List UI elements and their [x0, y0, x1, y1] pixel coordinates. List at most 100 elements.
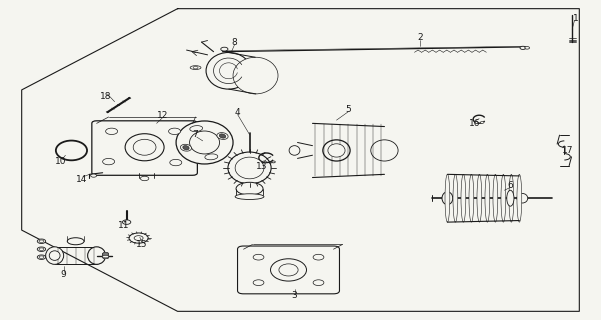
Ellipse shape [517, 194, 528, 203]
Circle shape [91, 174, 97, 177]
Ellipse shape [233, 57, 278, 94]
Ellipse shape [37, 247, 46, 252]
Ellipse shape [217, 132, 228, 140]
Ellipse shape [37, 255, 46, 260]
Ellipse shape [129, 233, 148, 243]
Circle shape [272, 161, 275, 163]
Circle shape [520, 46, 526, 50]
Ellipse shape [103, 253, 109, 255]
Ellipse shape [103, 253, 109, 256]
Circle shape [313, 254, 324, 260]
Ellipse shape [103, 254, 109, 257]
Ellipse shape [445, 174, 450, 222]
Ellipse shape [103, 253, 109, 255]
Text: 1: 1 [573, 14, 579, 23]
Ellipse shape [103, 256, 109, 259]
Text: 9: 9 [61, 270, 67, 279]
Ellipse shape [46, 247, 64, 264]
Ellipse shape [125, 134, 164, 161]
Circle shape [106, 128, 118, 134]
Ellipse shape [103, 255, 109, 258]
Circle shape [103, 158, 115, 165]
Circle shape [193, 66, 198, 69]
Ellipse shape [477, 174, 482, 222]
Ellipse shape [507, 190, 514, 206]
Ellipse shape [103, 254, 109, 257]
Ellipse shape [176, 121, 233, 164]
Ellipse shape [323, 140, 350, 161]
Ellipse shape [371, 140, 398, 161]
Text: 4: 4 [235, 108, 240, 117]
FancyBboxPatch shape [92, 121, 197, 175]
Circle shape [263, 161, 266, 163]
Circle shape [39, 240, 44, 243]
Ellipse shape [442, 192, 453, 204]
Text: 7: 7 [193, 130, 198, 139]
Ellipse shape [235, 194, 264, 199]
Text: 13: 13 [256, 162, 267, 171]
Circle shape [474, 122, 478, 123]
Circle shape [141, 176, 149, 181]
Ellipse shape [228, 152, 271, 184]
Circle shape [253, 254, 264, 260]
Ellipse shape [56, 140, 87, 160]
Circle shape [169, 128, 180, 134]
Text: 5: 5 [346, 105, 352, 114]
Ellipse shape [180, 144, 192, 151]
Ellipse shape [453, 174, 458, 222]
Circle shape [221, 47, 228, 51]
Ellipse shape [183, 146, 189, 150]
Ellipse shape [88, 247, 106, 264]
Ellipse shape [189, 131, 219, 154]
Ellipse shape [205, 154, 218, 160]
Ellipse shape [485, 174, 490, 222]
Circle shape [525, 47, 529, 49]
Text: 8: 8 [231, 38, 237, 47]
Ellipse shape [103, 256, 109, 259]
Text: 14: 14 [76, 175, 87, 184]
Circle shape [170, 159, 182, 166]
Ellipse shape [49, 251, 60, 260]
Ellipse shape [103, 252, 109, 255]
FancyBboxPatch shape [237, 246, 340, 294]
Ellipse shape [279, 264, 298, 276]
Circle shape [39, 248, 44, 251]
Ellipse shape [219, 134, 226, 138]
Ellipse shape [206, 52, 251, 89]
Circle shape [480, 122, 484, 123]
Ellipse shape [270, 259, 307, 281]
Ellipse shape [103, 256, 109, 259]
Ellipse shape [190, 66, 201, 69]
Text: 12: 12 [157, 111, 168, 120]
Ellipse shape [67, 238, 84, 245]
Text: 3: 3 [291, 291, 297, 300]
Circle shape [313, 280, 324, 285]
Circle shape [123, 220, 131, 224]
Text: 17: 17 [561, 146, 573, 155]
Ellipse shape [509, 174, 514, 222]
Text: 18: 18 [100, 92, 111, 101]
Ellipse shape [236, 182, 263, 195]
Ellipse shape [103, 255, 109, 258]
Text: 6: 6 [507, 181, 513, 190]
Text: 10: 10 [55, 157, 66, 166]
Ellipse shape [517, 174, 522, 222]
Circle shape [253, 280, 264, 285]
Ellipse shape [328, 144, 345, 157]
Ellipse shape [493, 174, 498, 222]
Text: 15: 15 [136, 240, 147, 249]
Ellipse shape [235, 157, 264, 179]
Text: 11: 11 [118, 221, 129, 230]
Ellipse shape [103, 253, 109, 256]
Ellipse shape [501, 174, 506, 222]
Ellipse shape [134, 236, 143, 240]
Text: 2: 2 [418, 33, 423, 42]
Ellipse shape [133, 139, 156, 155]
Ellipse shape [469, 174, 474, 222]
Ellipse shape [461, 174, 466, 222]
Ellipse shape [37, 239, 46, 244]
Ellipse shape [190, 126, 203, 132]
Ellipse shape [289, 146, 300, 155]
Circle shape [39, 256, 44, 259]
Text: 16: 16 [469, 119, 480, 128]
